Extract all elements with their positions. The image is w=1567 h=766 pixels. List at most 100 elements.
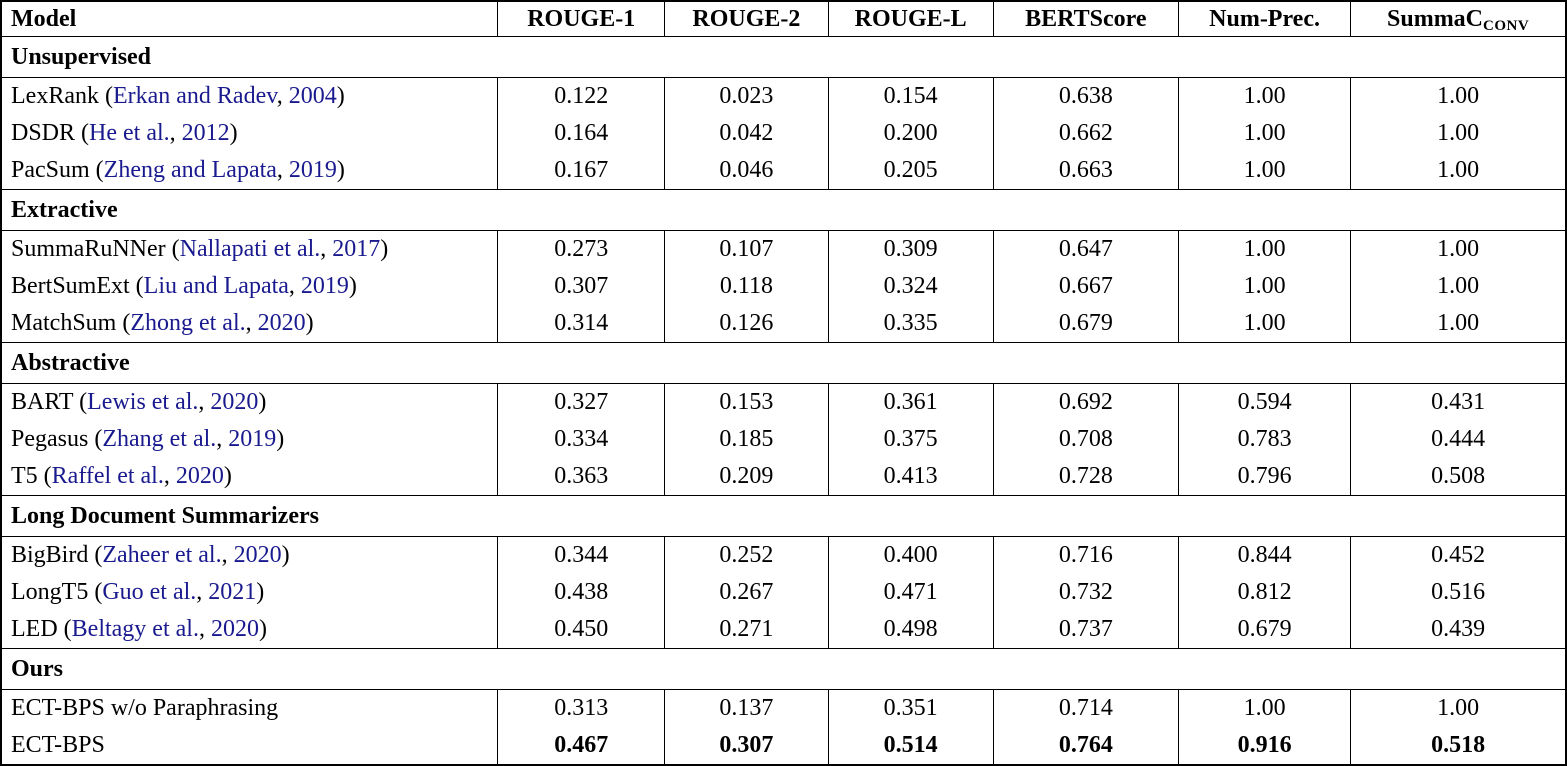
citation-author-link[interactable]: Zhong et al.: [130, 310, 246, 336]
model-name: SummaRuNNer (: [11, 236, 180, 262]
column-header-num-prec: Num-Prec.: [1177, 1, 1351, 37]
value-cell: 1.00: [1350, 115, 1566, 152]
citation-year-link[interactable]: 2004: [288, 83, 337, 109]
value-cell: 0.667: [992, 268, 1179, 305]
value-cell: 0.344: [497, 536, 665, 574]
table-row: ECT-BPS w/o Paraphrasing 0.313 0.137 0.351 0…: [1, 689, 1566, 728]
value-cell: 0.046: [664, 152, 829, 190]
citation-year-link[interactable]: 2021: [208, 579, 257, 605]
column-header-rouge-1: ROUGE-1: [497, 1, 665, 37]
value-cell: 0.137: [664, 689, 829, 727]
citation-year-link[interactable]: 2020: [210, 616, 259, 642]
citation-year-link[interactable]: 2012: [181, 120, 230, 146]
value-cell: 0.796: [1177, 458, 1351, 496]
value-cell: 0.400: [827, 536, 994, 574]
model-close-paren: ): [336, 83, 345, 109]
citation-author-link[interactable]: He et al.: [89, 120, 170, 146]
model-cell: BigBird (Zaheer et al., 2020): [1, 537, 498, 575]
citation-year-link[interactable]: 2019: [228, 426, 277, 452]
value-cell: 0.452: [1350, 536, 1566, 574]
value-cell: 0.431: [1350, 383, 1566, 421]
citation-year-link[interactable]: 2020: [210, 389, 259, 415]
citation-author-link[interactable]: Zaheer et al.: [102, 542, 222, 568]
value-cell: 0.185: [664, 421, 829, 458]
value-cell: 0.200: [827, 115, 994, 152]
model-name: ECT-BPS w/o Paraphrasing: [11, 695, 279, 721]
value-cell: 1.00: [1350, 689, 1566, 727]
table-row: BigBird (Zaheer et al., 2020) 0.344 0.252 0…: [1, 536, 1566, 575]
citation-separator: ,: [163, 463, 176, 489]
citation-separator: ,: [288, 273, 301, 299]
value-cell: 0.728: [992, 458, 1179, 496]
citation-year-link[interactable]: 2017: [332, 236, 381, 262]
citation-author-link[interactable]: Raffel et al.: [51, 463, 164, 489]
model-close-paren: ): [223, 463, 232, 489]
value-cell: 0.450: [497, 611, 665, 649]
value-cell: 0.467: [497, 727, 665, 765]
citation-year-link[interactable]: 2019: [288, 157, 337, 183]
model-close-paren: ): [336, 157, 345, 183]
citation-year-link[interactable]: 2020: [257, 310, 306, 336]
value-cell: 0.516: [1350, 574, 1566, 611]
model-name: Pegasus (: [11, 426, 103, 452]
value-cell: 0.737: [992, 611, 1179, 649]
model-close-paren: ): [229, 120, 238, 146]
value-cell: 0.764: [992, 727, 1179, 765]
table-row: LexRank (Erkan and Radev, 2004) 0.122 0.02…: [1, 77, 1566, 116]
model-cell: LED (Beltagy et al., 2020): [1, 611, 498, 649]
model-close-paren: ): [258, 389, 267, 415]
value-cell: 0.167: [497, 152, 665, 190]
citation-separator: ,: [245, 310, 258, 336]
citation-separator: ,: [276, 157, 289, 183]
citation-author-link[interactable]: Nallapati et al.: [179, 236, 321, 262]
value-cell: 0.154: [827, 77, 994, 115]
column-header-bertscore: BERTScore: [992, 1, 1179, 37]
value-cell: 0.663: [992, 152, 1179, 190]
value-cell: 0.444: [1350, 421, 1566, 458]
value-cell: 0.252: [664, 536, 829, 574]
model-cell: LexRank (Erkan and Radev, 2004): [1, 78, 498, 116]
model-cell: SummaRuNNer (Nallapati et al., 2017): [1, 231, 498, 269]
model-cell: ECT-BPS w/o Paraphrasing: [1, 690, 498, 728]
value-cell: 0.471: [827, 574, 994, 611]
citation-author-link[interactable]: Guo et al.: [102, 579, 197, 605]
value-cell: 0.638: [992, 77, 1179, 115]
citation-separator: ,: [196, 579, 209, 605]
column-header-rouge-2: ROUGE-2: [664, 1, 829, 37]
citation-year-link[interactable]: 2020: [233, 542, 282, 568]
value-cell: 1.00: [1177, 115, 1351, 152]
section-label: Extractive: [1, 189, 1566, 231]
value-cell: 0.844: [1177, 536, 1351, 574]
citation-author-link[interactable]: Beltagy et al.: [71, 616, 199, 642]
model-cell: BertSumExt (Liu and Lapata, 2019): [1, 268, 498, 305]
table-row: LongT5 (Guo et al., 2021) 0.438 0.267 0.471…: [1, 574, 1566, 611]
citation-year-link[interactable]: 2019: [300, 273, 349, 299]
value-cell: 0.351: [827, 689, 994, 727]
table-row: T5 (Raffel et al., 2020) 0.363 0.209 0.413 0…: [1, 458, 1566, 496]
section-label: Unsupervised: [1, 36, 1566, 78]
value-cell: 0.514: [827, 727, 994, 765]
citation-year-link[interactable]: 2020: [175, 463, 224, 489]
value-cell: 0.508: [1350, 458, 1566, 496]
citation-author-link[interactable]: Zhang et al.: [102, 426, 217, 452]
value-cell: 0.327: [497, 383, 665, 421]
section-row: Ours: [1, 648, 1566, 690]
citation-author-link[interactable]: Lewis et al.: [87, 389, 199, 415]
value-cell: 1.00: [1177, 230, 1351, 268]
value-cell: 0.783: [1177, 421, 1351, 458]
value-cell: 0.413: [827, 458, 994, 496]
table-header: Model ROUGE-1 ROUGE-2 ROUGE-L BERTScore …: [1, 1, 1566, 37]
citation-author-link[interactable]: Zheng and Lapata: [103, 157, 277, 183]
citation-separator: ,: [221, 542, 234, 568]
table-row: DSDR (He et al., 2012) 0.164 0.042 0.200 0.6…: [1, 115, 1566, 152]
citation-author-link[interactable]: Erkan and Radev: [112, 83, 277, 109]
table-row: BART (Lewis et al., 2020) 0.327 0.153 0.361…: [1, 383, 1566, 421]
value-cell: 0.498: [827, 611, 994, 649]
citation-separator: ,: [216, 426, 229, 452]
citation-author-link[interactable]: Liu and Lapata: [143, 273, 289, 299]
value-cell: 0.267: [664, 574, 829, 611]
value-cell: 0.647: [992, 230, 1179, 268]
value-cell: 0.732: [992, 574, 1179, 611]
value-cell: 0.361: [827, 383, 994, 421]
value-cell: 1.00: [1177, 268, 1351, 305]
